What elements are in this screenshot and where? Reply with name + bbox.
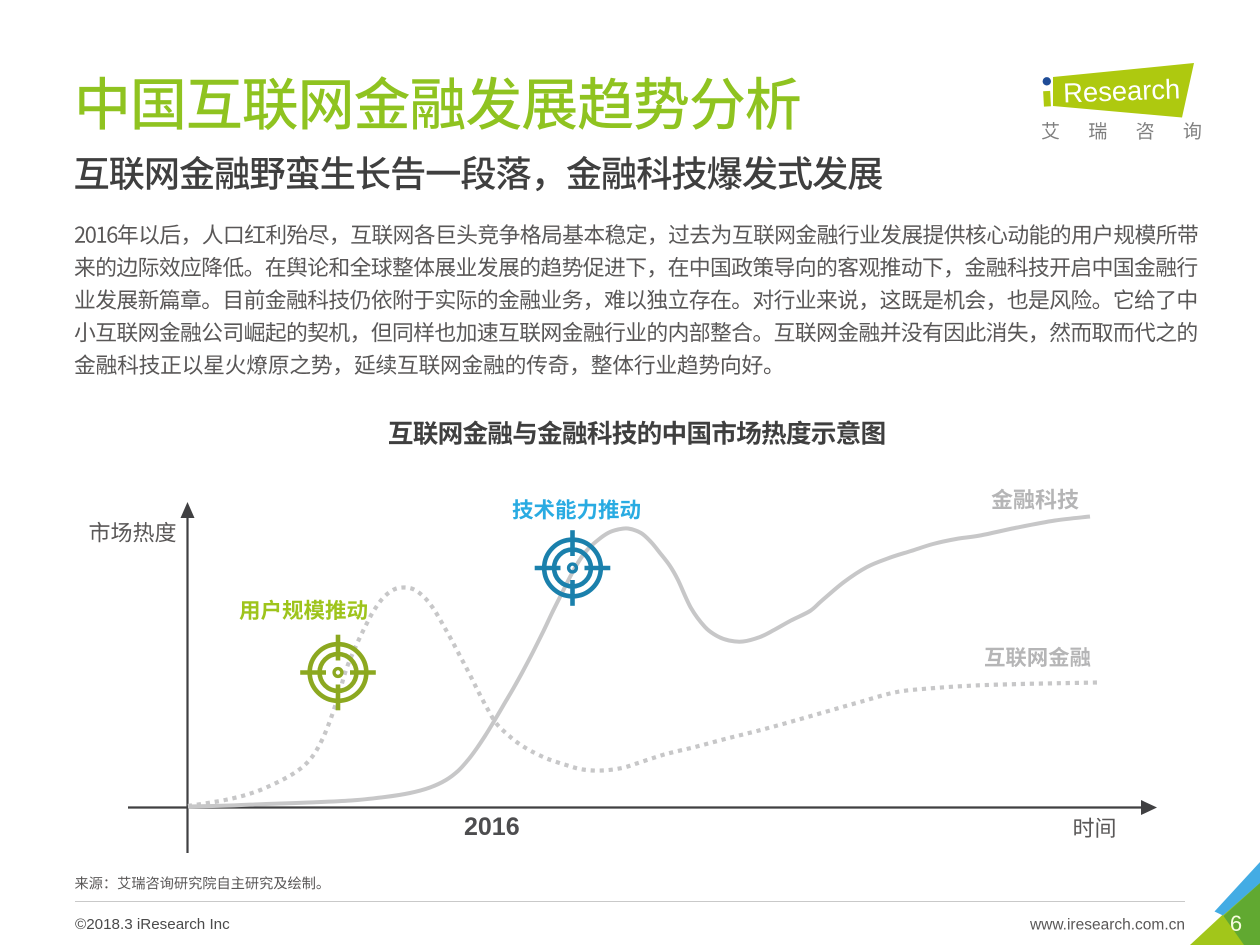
svg-text:Research: Research (1063, 73, 1181, 108)
svg-text:©2018.3 iResearch Inc: ©2018.3 iResearch Inc (75, 916, 230, 933)
svg-text:www.iresearch.com.cn: www.iresearch.com.cn (1029, 917, 1185, 934)
svg-text:6: 6 (1230, 911, 1242, 936)
svg-text:2016: 2016 (464, 813, 520, 841)
